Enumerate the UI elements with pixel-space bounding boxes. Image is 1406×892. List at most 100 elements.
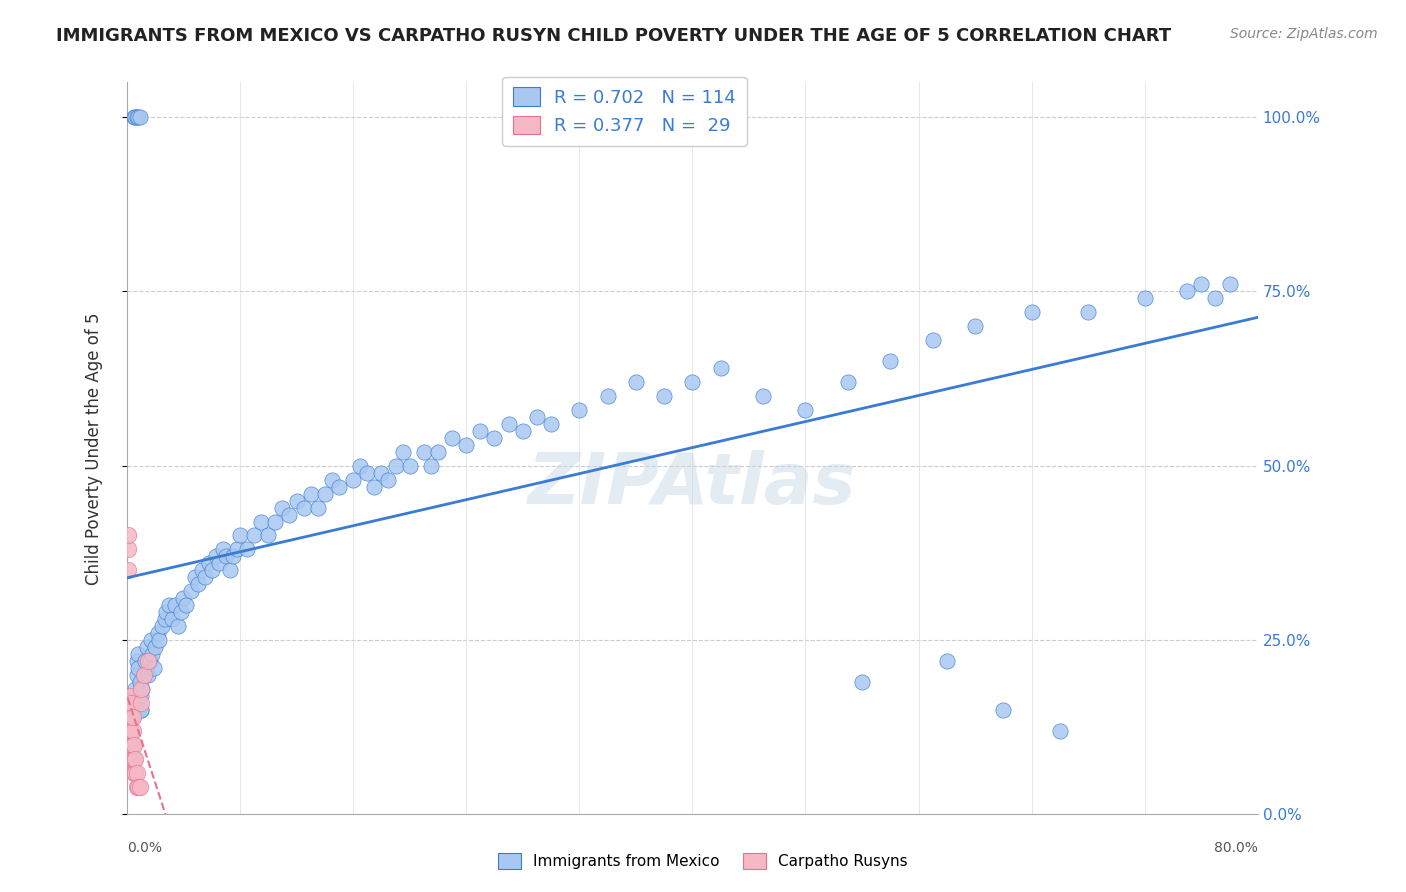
Point bbox=[129, 689, 152, 703]
Point bbox=[120, 723, 142, 738]
Point bbox=[120, 738, 142, 752]
Point bbox=[118, 738, 141, 752]
Point bbox=[120, 723, 142, 738]
Point bbox=[134, 654, 156, 668]
Point bbox=[278, 508, 301, 522]
Point bbox=[194, 570, 217, 584]
Point bbox=[398, 458, 420, 473]
Point bbox=[143, 640, 166, 654]
Point bbox=[752, 389, 775, 403]
Point bbox=[1077, 305, 1099, 319]
Point bbox=[794, 403, 817, 417]
Point bbox=[1049, 723, 1071, 738]
Point bbox=[624, 375, 647, 389]
Point bbox=[132, 668, 155, 682]
Point bbox=[125, 765, 148, 780]
Point bbox=[129, 703, 152, 717]
Point bbox=[191, 563, 214, 577]
Point bbox=[131, 681, 153, 696]
Point bbox=[127, 110, 149, 124]
Point bbox=[174, 599, 197, 613]
Point bbox=[139, 633, 162, 648]
Point bbox=[122, 738, 145, 752]
Point bbox=[349, 458, 371, 473]
Point bbox=[226, 542, 249, 557]
Text: Source: ZipAtlas.com: Source: ZipAtlas.com bbox=[1230, 27, 1378, 41]
Point bbox=[180, 584, 202, 599]
Point bbox=[198, 557, 221, 571]
Point bbox=[243, 528, 266, 542]
Point bbox=[837, 375, 859, 389]
Point bbox=[419, 458, 441, 473]
Point bbox=[121, 710, 143, 724]
Point bbox=[125, 110, 148, 124]
Point bbox=[222, 549, 245, 564]
Point bbox=[124, 765, 146, 780]
Point bbox=[153, 612, 176, 626]
Point bbox=[205, 549, 228, 564]
Point bbox=[120, 738, 142, 752]
Point bbox=[851, 675, 873, 690]
Text: 0.0%: 0.0% bbox=[127, 841, 162, 855]
Point bbox=[129, 696, 152, 710]
Text: 80.0%: 80.0% bbox=[1213, 841, 1258, 855]
Point bbox=[121, 710, 143, 724]
Point bbox=[201, 563, 224, 577]
Point bbox=[1133, 291, 1156, 305]
Point bbox=[155, 605, 177, 619]
Point bbox=[125, 668, 148, 682]
Point bbox=[412, 445, 434, 459]
Point bbox=[136, 654, 159, 668]
Point bbox=[128, 675, 150, 690]
Point bbox=[122, 689, 145, 703]
Point bbox=[965, 319, 987, 334]
Point bbox=[250, 515, 273, 529]
Point bbox=[271, 500, 294, 515]
Point bbox=[122, 703, 145, 717]
Point bbox=[127, 780, 149, 794]
Point bbox=[122, 752, 145, 766]
Point bbox=[148, 633, 170, 648]
Point bbox=[117, 542, 139, 557]
Point bbox=[127, 661, 149, 675]
Point bbox=[356, 466, 378, 480]
Point bbox=[681, 375, 703, 389]
Point bbox=[212, 542, 235, 557]
Point bbox=[935, 654, 957, 668]
Point bbox=[122, 765, 145, 780]
Point bbox=[314, 486, 336, 500]
Point bbox=[470, 424, 492, 438]
Point bbox=[150, 619, 173, 633]
Point bbox=[512, 424, 534, 438]
Point bbox=[1189, 277, 1212, 292]
Point bbox=[219, 563, 242, 577]
Point bbox=[135, 640, 157, 654]
Point bbox=[285, 493, 308, 508]
Point bbox=[652, 389, 675, 403]
Point bbox=[568, 403, 591, 417]
Point bbox=[121, 738, 143, 752]
Point bbox=[1021, 305, 1043, 319]
Point bbox=[118, 752, 141, 766]
Point bbox=[526, 409, 548, 424]
Point bbox=[118, 703, 141, 717]
Point bbox=[257, 528, 280, 542]
Point bbox=[172, 591, 194, 606]
Point bbox=[132, 668, 155, 682]
Point bbox=[993, 703, 1015, 717]
Point bbox=[120, 696, 142, 710]
Point bbox=[1204, 291, 1226, 305]
Point bbox=[456, 438, 478, 452]
Point bbox=[121, 752, 143, 766]
Point bbox=[208, 557, 231, 571]
Point bbox=[229, 528, 252, 542]
Point bbox=[169, 605, 191, 619]
Point bbox=[163, 599, 186, 613]
Point bbox=[125, 654, 148, 668]
Point bbox=[921, 333, 943, 347]
Point bbox=[321, 473, 343, 487]
Point bbox=[124, 681, 146, 696]
Point bbox=[124, 752, 146, 766]
Point bbox=[1175, 285, 1198, 299]
Point bbox=[125, 780, 148, 794]
